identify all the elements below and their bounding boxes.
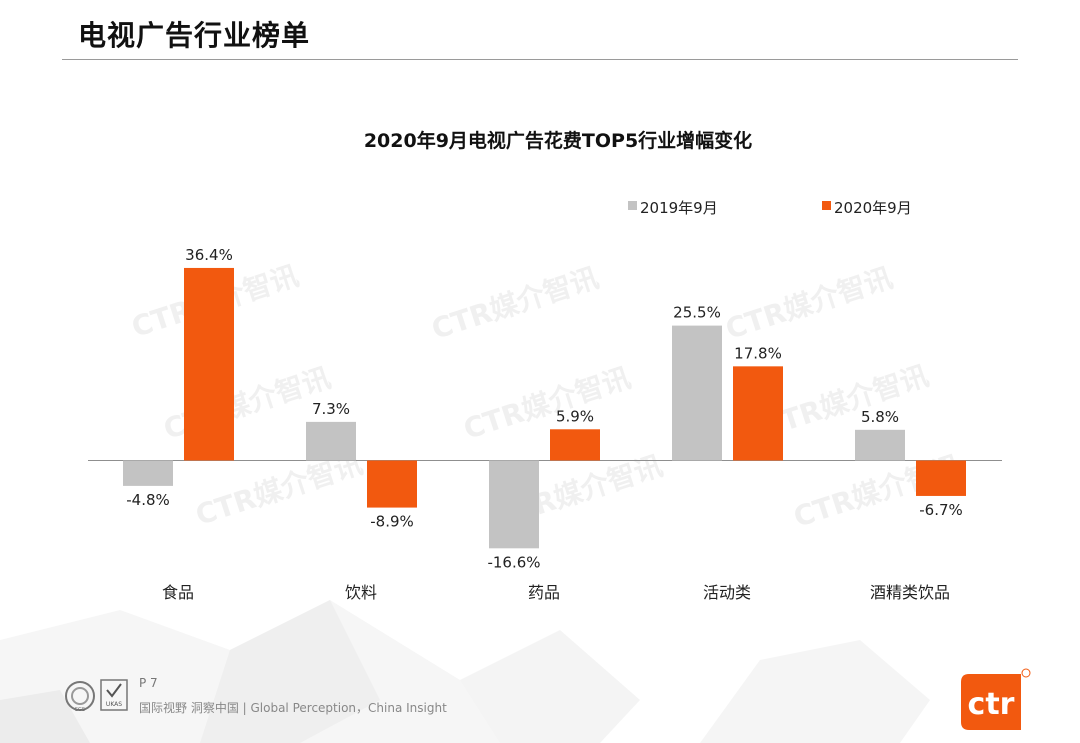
- svg-text:ctr: ctr: [968, 687, 1015, 722]
- category-label: 饮料: [345, 583, 377, 602]
- legend-swatch-2020: [822, 201, 831, 210]
- bar-2019: [672, 325, 722, 461]
- bar-2020: [184, 267, 234, 461]
- page-title: 电视广告行业榜单: [78, 19, 311, 52]
- data-label: 5.8%: [861, 408, 899, 426]
- legend: 2019年9月 2020年9月: [628, 199, 912, 217]
- footer-slogan: 国际视野 洞察中国 | Global Perception，China Insi…: [139, 701, 447, 715]
- chart-title: 2020年9月电视广告花费TOP5行业增幅变化: [364, 129, 752, 152]
- category-label: 食品: [162, 583, 194, 602]
- certification-logo: SGS UKAS: [65, 679, 128, 713]
- bar-2020: [916, 460, 966, 496]
- page-number: P 7: [139, 676, 158, 690]
- bar-2019: [123, 460, 173, 486]
- data-label: 36.4%: [185, 246, 233, 264]
- bar-2019: [855, 429, 905, 461]
- category-label: 药品: [528, 583, 560, 602]
- svg-text:UKAS: UKAS: [106, 701, 122, 708]
- ctr-logo: ctr: [961, 668, 1031, 730]
- data-label: 25.5%: [673, 304, 721, 322]
- bar-2019: [489, 460, 539, 549]
- legend-swatch-2019: [628, 201, 637, 210]
- data-label: -8.9%: [370, 513, 414, 531]
- category-label: 活动类: [703, 583, 751, 602]
- title-divider: [62, 59, 1018, 60]
- bar-2020: [550, 429, 600, 461]
- data-label: -6.7%: [919, 501, 963, 519]
- legend-label-2019: 2019年9月: [640, 199, 718, 217]
- data-label: -4.8%: [126, 491, 170, 509]
- data-label: 7.3%: [312, 400, 350, 418]
- bar-2020: [367, 460, 417, 508]
- bar-2019: [306, 421, 356, 461]
- data-label: 17.8%: [734, 344, 782, 362]
- bar-2020: [733, 366, 783, 461]
- data-label: 5.9%: [556, 407, 594, 425]
- data-label: -16.6%: [487, 553, 540, 571]
- svg-text:SGS: SGS: [75, 707, 85, 713]
- legend-label-2020: 2020年9月: [834, 199, 912, 217]
- category-label: 酒精类饮品: [870, 583, 950, 602]
